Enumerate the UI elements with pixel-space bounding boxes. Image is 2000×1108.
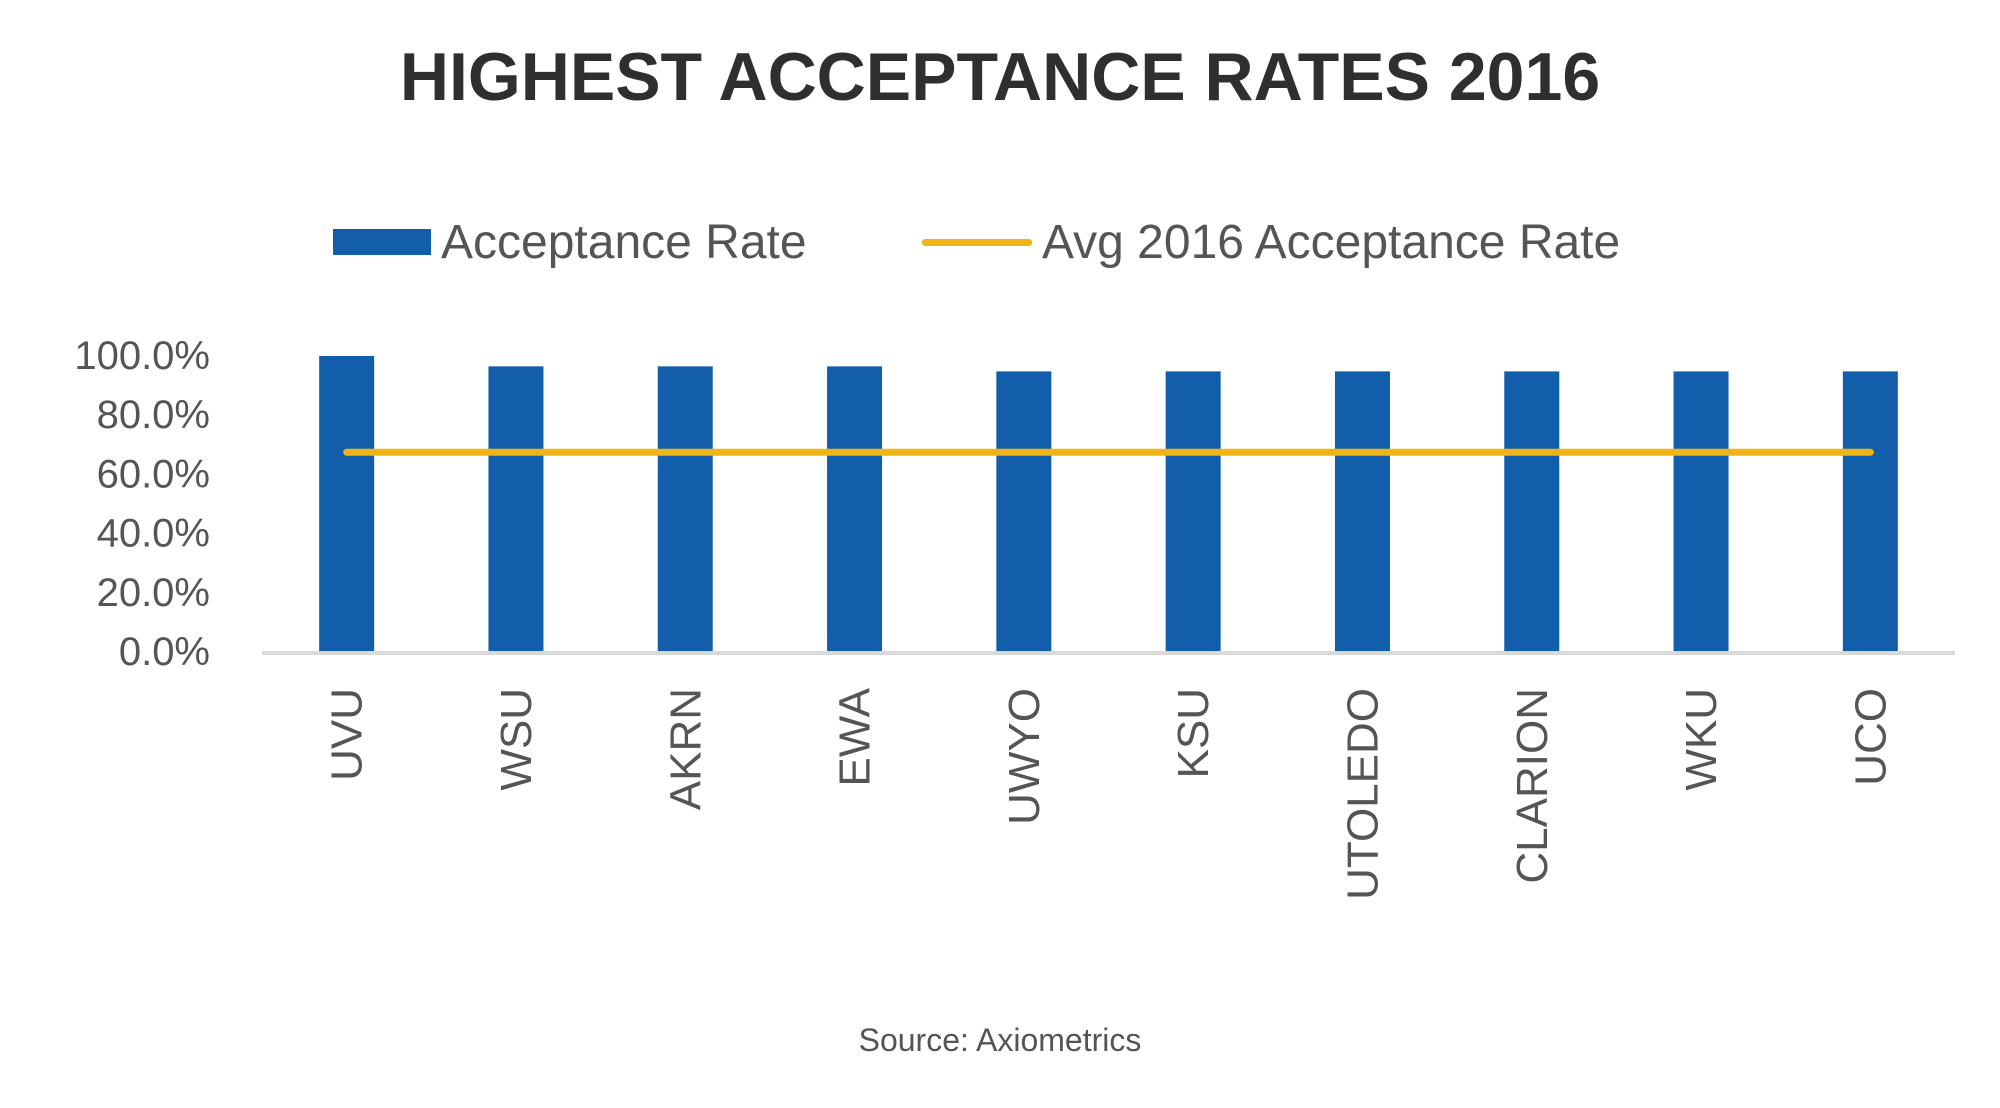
bar bbox=[996, 371, 1052, 652]
bar bbox=[1504, 371, 1560, 652]
legend-bar-swatch bbox=[333, 229, 431, 255]
legend-label-avg-acceptance-rate: Avg 2016 Acceptance Rate bbox=[1042, 215, 1621, 269]
bar bbox=[1673, 371, 1729, 652]
bar-series bbox=[319, 356, 1898, 652]
y-tick-label: 20.0% bbox=[97, 571, 210, 615]
legend-label-acceptance-rate: Acceptance Rate bbox=[441, 215, 807, 269]
bar bbox=[827, 366, 883, 652]
x-tick-label: UCO bbox=[1846, 688, 1895, 786]
legend-line-swatch bbox=[922, 238, 1032, 246]
x-tick-label: UTOLEDO bbox=[1338, 688, 1387, 900]
y-tick-label: 100.0% bbox=[74, 334, 210, 378]
bar bbox=[319, 356, 375, 652]
legend: Acceptance Rate Avg 2016 Acceptance Rate bbox=[0, 212, 2000, 272]
legend-item-acceptance-rate: Acceptance Rate bbox=[333, 212, 807, 272]
x-tick-label: CLARION bbox=[1508, 688, 1557, 884]
y-tick-label: 0.0% bbox=[119, 630, 210, 674]
bar bbox=[488, 366, 544, 652]
x-tick-label: AKRN bbox=[661, 688, 710, 810]
bar bbox=[657, 366, 713, 652]
x-tick-label: WSU bbox=[492, 688, 541, 791]
y-tick-label: 40.0% bbox=[97, 512, 210, 556]
y-axis-ticks: 0.0% 20.0% 40.0% 60.0% 80.0% 100.0% bbox=[74, 334, 210, 674]
chart-title: HIGHEST ACCEPTANCE RATES 2016 bbox=[399, 39, 1601, 115]
x-tick-label: KSU bbox=[1169, 688, 1218, 778]
legend-item-avg-acceptance-rate: Avg 2016 Acceptance Rate bbox=[922, 212, 1620, 272]
bar bbox=[1165, 371, 1221, 652]
x-tick-label: WKU bbox=[1677, 688, 1726, 791]
bar bbox=[1842, 371, 1898, 652]
x-tick-label: UVU bbox=[323, 688, 372, 781]
x-tick-label: UWYO bbox=[1000, 688, 1049, 825]
bar bbox=[1334, 371, 1390, 652]
x-axis-labels: UVU WSU AKRN EWA UWYO KSU UTOLEDO CLARION WKU UCO bbox=[323, 687, 1896, 900]
source-note: Source: Axiometrics bbox=[858, 1022, 1142, 1058]
x-tick-label: EWA bbox=[831, 687, 880, 786]
y-tick-label: 60.0% bbox=[97, 452, 210, 496]
y-tick-label: 80.0% bbox=[97, 393, 210, 437]
